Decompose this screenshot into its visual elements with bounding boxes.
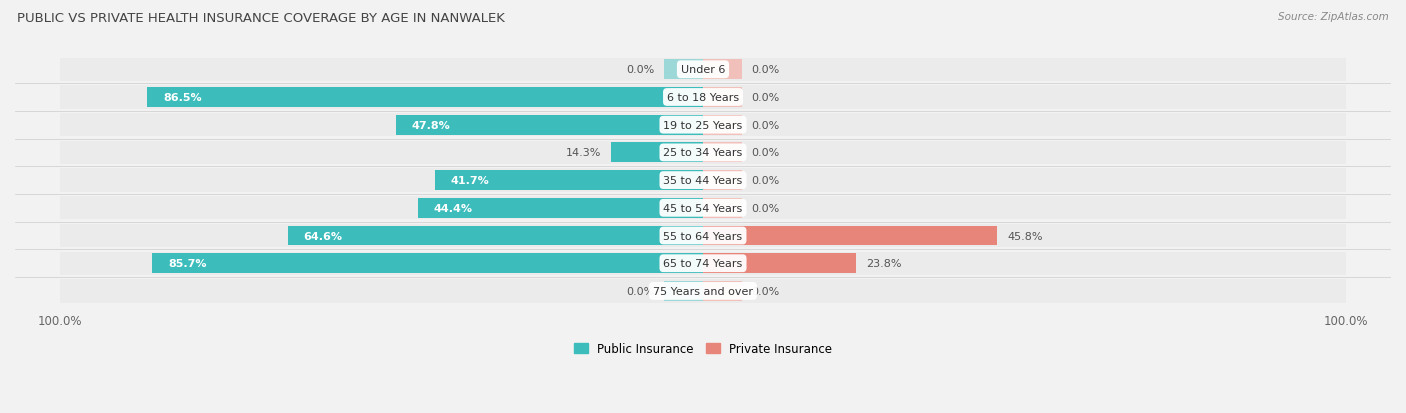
Text: 0.0%: 0.0% xyxy=(751,286,779,296)
Text: 75 Years and over: 75 Years and over xyxy=(652,286,754,296)
Text: 86.5%: 86.5% xyxy=(163,93,201,103)
Text: 44.4%: 44.4% xyxy=(433,203,472,213)
Bar xyxy=(60,141,1346,165)
Bar xyxy=(703,60,741,80)
Bar xyxy=(665,281,703,301)
Text: 0.0%: 0.0% xyxy=(751,176,779,186)
Text: 0.0%: 0.0% xyxy=(751,203,779,213)
Bar xyxy=(418,198,703,218)
Text: 0.0%: 0.0% xyxy=(627,286,655,296)
Bar xyxy=(60,224,1346,247)
Bar xyxy=(665,60,703,80)
Text: Under 6: Under 6 xyxy=(681,65,725,75)
Bar xyxy=(60,252,1346,275)
Bar xyxy=(395,115,703,135)
Text: 85.7%: 85.7% xyxy=(169,259,207,268)
Bar xyxy=(703,198,741,218)
Text: 55 to 64 Years: 55 to 64 Years xyxy=(664,231,742,241)
Text: PUBLIC VS PRIVATE HEALTH INSURANCE COVERAGE BY AGE IN NANWALEK: PUBLIC VS PRIVATE HEALTH INSURANCE COVER… xyxy=(17,12,505,25)
Bar xyxy=(60,280,1346,303)
Text: 47.8%: 47.8% xyxy=(412,121,450,131)
Bar xyxy=(703,281,741,301)
Bar xyxy=(60,169,1346,192)
Bar xyxy=(612,143,703,163)
Bar xyxy=(703,254,856,273)
Text: 41.7%: 41.7% xyxy=(451,176,489,186)
Bar xyxy=(703,226,997,246)
Text: 25 to 34 Years: 25 to 34 Years xyxy=(664,148,742,158)
Text: 14.3%: 14.3% xyxy=(567,148,602,158)
Bar xyxy=(434,171,703,191)
Text: 35 to 44 Years: 35 to 44 Years xyxy=(664,176,742,186)
Bar xyxy=(60,197,1346,220)
Text: 19 to 25 Years: 19 to 25 Years xyxy=(664,121,742,131)
Text: Source: ZipAtlas.com: Source: ZipAtlas.com xyxy=(1278,12,1389,22)
Bar xyxy=(703,143,741,163)
Text: 45.8%: 45.8% xyxy=(1007,231,1043,241)
Text: 0.0%: 0.0% xyxy=(751,148,779,158)
Bar xyxy=(288,226,703,246)
Legend: Public Insurance, Private Insurance: Public Insurance, Private Insurance xyxy=(569,337,837,360)
Text: 0.0%: 0.0% xyxy=(751,93,779,103)
Bar xyxy=(146,88,703,108)
Text: 0.0%: 0.0% xyxy=(751,65,779,75)
Bar xyxy=(60,86,1346,109)
Bar xyxy=(60,59,1346,82)
Bar xyxy=(703,171,741,191)
Text: 6 to 18 Years: 6 to 18 Years xyxy=(666,93,740,103)
Text: 64.6%: 64.6% xyxy=(304,231,343,241)
Text: 0.0%: 0.0% xyxy=(751,121,779,131)
Bar xyxy=(60,114,1346,137)
Text: 45 to 54 Years: 45 to 54 Years xyxy=(664,203,742,213)
Bar xyxy=(703,88,741,108)
Bar xyxy=(152,254,703,273)
Text: 65 to 74 Years: 65 to 74 Years xyxy=(664,259,742,268)
Bar xyxy=(703,115,741,135)
Text: 23.8%: 23.8% xyxy=(866,259,901,268)
Text: 0.0%: 0.0% xyxy=(627,65,655,75)
